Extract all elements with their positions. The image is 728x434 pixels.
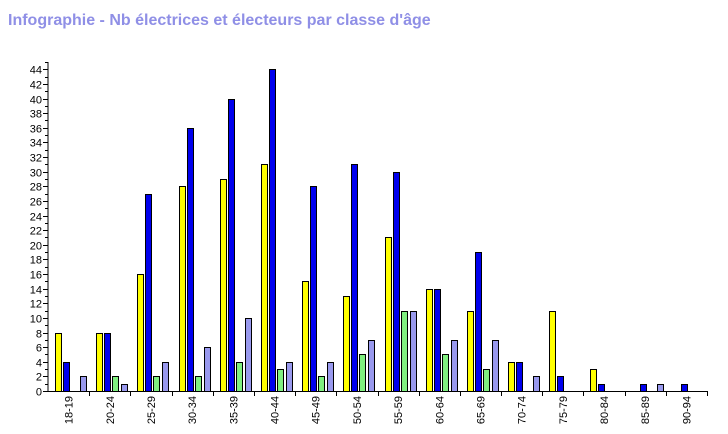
x-tick-label: 85-89 bbox=[640, 396, 652, 424]
y-tick-label: 34 bbox=[30, 138, 42, 150]
y-tick-label: 40 bbox=[30, 95, 42, 107]
x-tick-label: 90-94 bbox=[681, 396, 693, 424]
bar bbox=[492, 340, 499, 392]
bar bbox=[368, 340, 375, 392]
x-tick-label: 20-24 bbox=[105, 396, 117, 424]
bar bbox=[145, 194, 152, 392]
bar bbox=[121, 384, 128, 392]
x-tick-label: 35-39 bbox=[228, 396, 240, 424]
bar bbox=[179, 186, 186, 392]
y-tick-label: 30 bbox=[30, 168, 42, 180]
bar bbox=[467, 311, 474, 392]
y-tick-label: 24 bbox=[30, 212, 42, 224]
bar bbox=[228, 99, 235, 392]
bar bbox=[318, 376, 325, 392]
bar bbox=[385, 237, 392, 392]
y-tick-label: 14 bbox=[30, 285, 42, 297]
bar bbox=[245, 318, 252, 392]
y-tick-label: 36 bbox=[30, 124, 42, 136]
bar bbox=[286, 362, 293, 392]
bar bbox=[137, 274, 144, 392]
bar bbox=[681, 384, 688, 392]
bar bbox=[508, 362, 515, 392]
bar bbox=[426, 289, 433, 392]
x-tick-label: 45-49 bbox=[311, 396, 323, 424]
x-tick-label: 30-34 bbox=[187, 396, 199, 424]
x-tick-label: 18-19 bbox=[64, 396, 76, 424]
x-tick-label: 75-79 bbox=[558, 396, 570, 424]
bar bbox=[434, 289, 441, 392]
bar bbox=[269, 69, 276, 392]
bar bbox=[359, 354, 366, 392]
bar bbox=[63, 362, 70, 392]
y-tick-label: 26 bbox=[30, 197, 42, 209]
y-tick-label: 12 bbox=[30, 299, 42, 311]
bar bbox=[442, 354, 449, 392]
bar bbox=[236, 362, 243, 392]
y-axis: 0246810121416182022242628303234363840424… bbox=[30, 62, 49, 399]
y-tick-label: 32 bbox=[30, 153, 42, 165]
y-tick-label: 8 bbox=[36, 329, 42, 341]
x-tick-label: 40-44 bbox=[270, 396, 282, 424]
y-tick-label: 4 bbox=[36, 358, 42, 370]
y-tick-label: 0 bbox=[36, 387, 42, 399]
x-tick-label: 50-54 bbox=[352, 396, 364, 424]
bar bbox=[640, 384, 647, 392]
y-tick-label: 16 bbox=[30, 270, 42, 282]
x-tick-label: 70-74 bbox=[517, 396, 529, 424]
bar bbox=[393, 172, 400, 392]
y-tick-label: 22 bbox=[30, 226, 42, 238]
x-tick-label: 65-69 bbox=[475, 396, 487, 424]
bar bbox=[310, 186, 317, 392]
bar bbox=[516, 362, 523, 392]
bar bbox=[327, 362, 334, 392]
bar bbox=[162, 362, 169, 392]
y-tick-label: 38 bbox=[30, 109, 42, 121]
bars bbox=[55, 69, 688, 392]
bar bbox=[351, 164, 358, 392]
x-tick-label: 55-59 bbox=[393, 396, 405, 424]
bar bbox=[112, 376, 119, 392]
bar bbox=[195, 376, 202, 392]
bar bbox=[557, 376, 564, 392]
x-tick-label: 25-29 bbox=[146, 396, 158, 424]
bar bbox=[343, 296, 350, 392]
bar bbox=[533, 376, 540, 392]
y-tick-label: 20 bbox=[30, 241, 42, 253]
y-tick-label: 10 bbox=[30, 314, 42, 326]
bar bbox=[302, 281, 309, 392]
y-tick-label: 42 bbox=[30, 80, 42, 92]
bar bbox=[549, 311, 556, 392]
bar bbox=[657, 384, 664, 392]
bar bbox=[55, 333, 62, 392]
bar bbox=[104, 333, 111, 392]
bar bbox=[261, 164, 268, 392]
bar bbox=[80, 376, 87, 392]
bar bbox=[598, 384, 605, 392]
bar bbox=[451, 340, 458, 392]
chart-title: Infographie - Nb électrices et électeurs… bbox=[8, 12, 431, 29]
bar bbox=[187, 128, 194, 392]
bar bbox=[204, 347, 211, 392]
bar bbox=[410, 311, 417, 392]
bar bbox=[401, 311, 408, 392]
y-tick-label: 18 bbox=[30, 255, 42, 267]
x-tick-label: 60-64 bbox=[434, 396, 446, 424]
y-tick-label: 6 bbox=[36, 343, 42, 355]
bar bbox=[590, 369, 597, 392]
bar bbox=[475, 252, 482, 392]
bar bbox=[483, 369, 490, 392]
x-tick-label: 80-84 bbox=[599, 396, 611, 424]
y-tick-label: 28 bbox=[30, 182, 42, 194]
x-axis: 18-19 20-24 25-29 30-34 35-39 40-44 45-49 50-54… bbox=[48, 391, 708, 424]
bar bbox=[96, 333, 103, 392]
bar bbox=[220, 179, 227, 392]
bar bbox=[153, 376, 160, 392]
y-tick-label: 2 bbox=[36, 372, 42, 384]
bar bbox=[277, 369, 284, 392]
y-tick-label: 44 bbox=[30, 65, 42, 77]
